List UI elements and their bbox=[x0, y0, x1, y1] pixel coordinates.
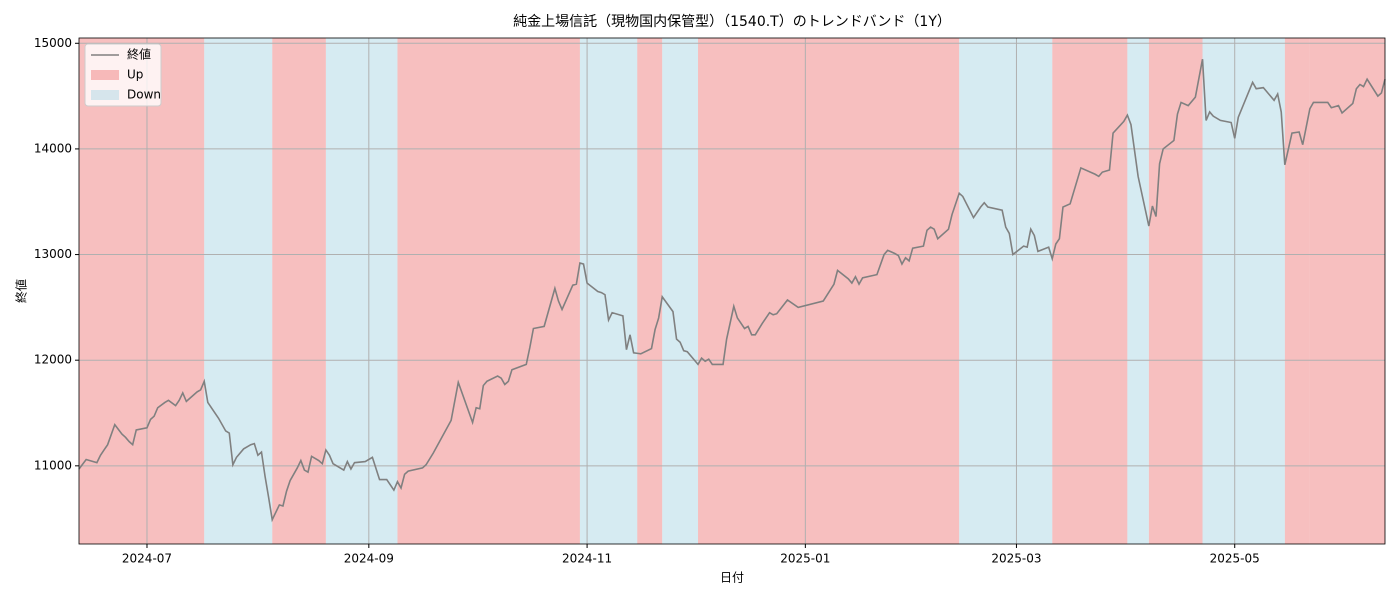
trend-band bbox=[1052, 38, 1128, 544]
x-axis-label: 日付 bbox=[720, 571, 744, 585]
trend-band bbox=[79, 38, 205, 544]
y-tick-label: 15000 bbox=[34, 36, 72, 50]
x-tick-label: 2024-07 bbox=[122, 552, 172, 566]
x-tick-label: 2024-11 bbox=[562, 552, 612, 566]
trend-band bbox=[698, 38, 960, 544]
trend-band bbox=[1284, 38, 1310, 544]
y-tick-label: 12000 bbox=[34, 353, 72, 367]
y-tick-label: 14000 bbox=[34, 141, 72, 155]
trend-band bbox=[325, 38, 398, 544]
trend-band bbox=[397, 38, 580, 544]
trend-band bbox=[1202, 38, 1285, 544]
legend-label: Down bbox=[127, 88, 161, 102]
trend-band bbox=[959, 38, 1053, 544]
trend-band bbox=[1309, 38, 1385, 544]
x-tick-label: 2025-05 bbox=[1210, 552, 1260, 566]
legend-label: Up bbox=[127, 68, 143, 82]
x-tick-label: 2025-01 bbox=[780, 552, 830, 566]
legend-patch bbox=[91, 90, 119, 100]
price-line bbox=[78, 58, 1386, 523]
x-tick-label: 2025-03 bbox=[991, 552, 1041, 566]
y-axis-label: 終値 bbox=[14, 279, 29, 303]
trend-band bbox=[1148, 38, 1203, 544]
trend-band bbox=[204, 38, 273, 544]
legend-patch bbox=[91, 70, 119, 80]
trend-band bbox=[637, 38, 663, 544]
trend-band bbox=[272, 38, 326, 544]
legend-label: 終値 bbox=[127, 47, 151, 62]
plot-frame bbox=[78, 37, 1386, 545]
trend-band bbox=[662, 38, 699, 544]
trend-band bbox=[579, 38, 638, 544]
y-tick-label: 13000 bbox=[34, 247, 72, 261]
trend-band bbox=[1127, 38, 1149, 544]
x-tick-label: 2024-09 bbox=[344, 552, 394, 566]
y-tick-label: 11000 bbox=[34, 458, 72, 472]
chart-title: 純金上場信託（現物国内保管型）（1540.T）のトレンドバンド（1Y） bbox=[513, 14, 951, 30]
